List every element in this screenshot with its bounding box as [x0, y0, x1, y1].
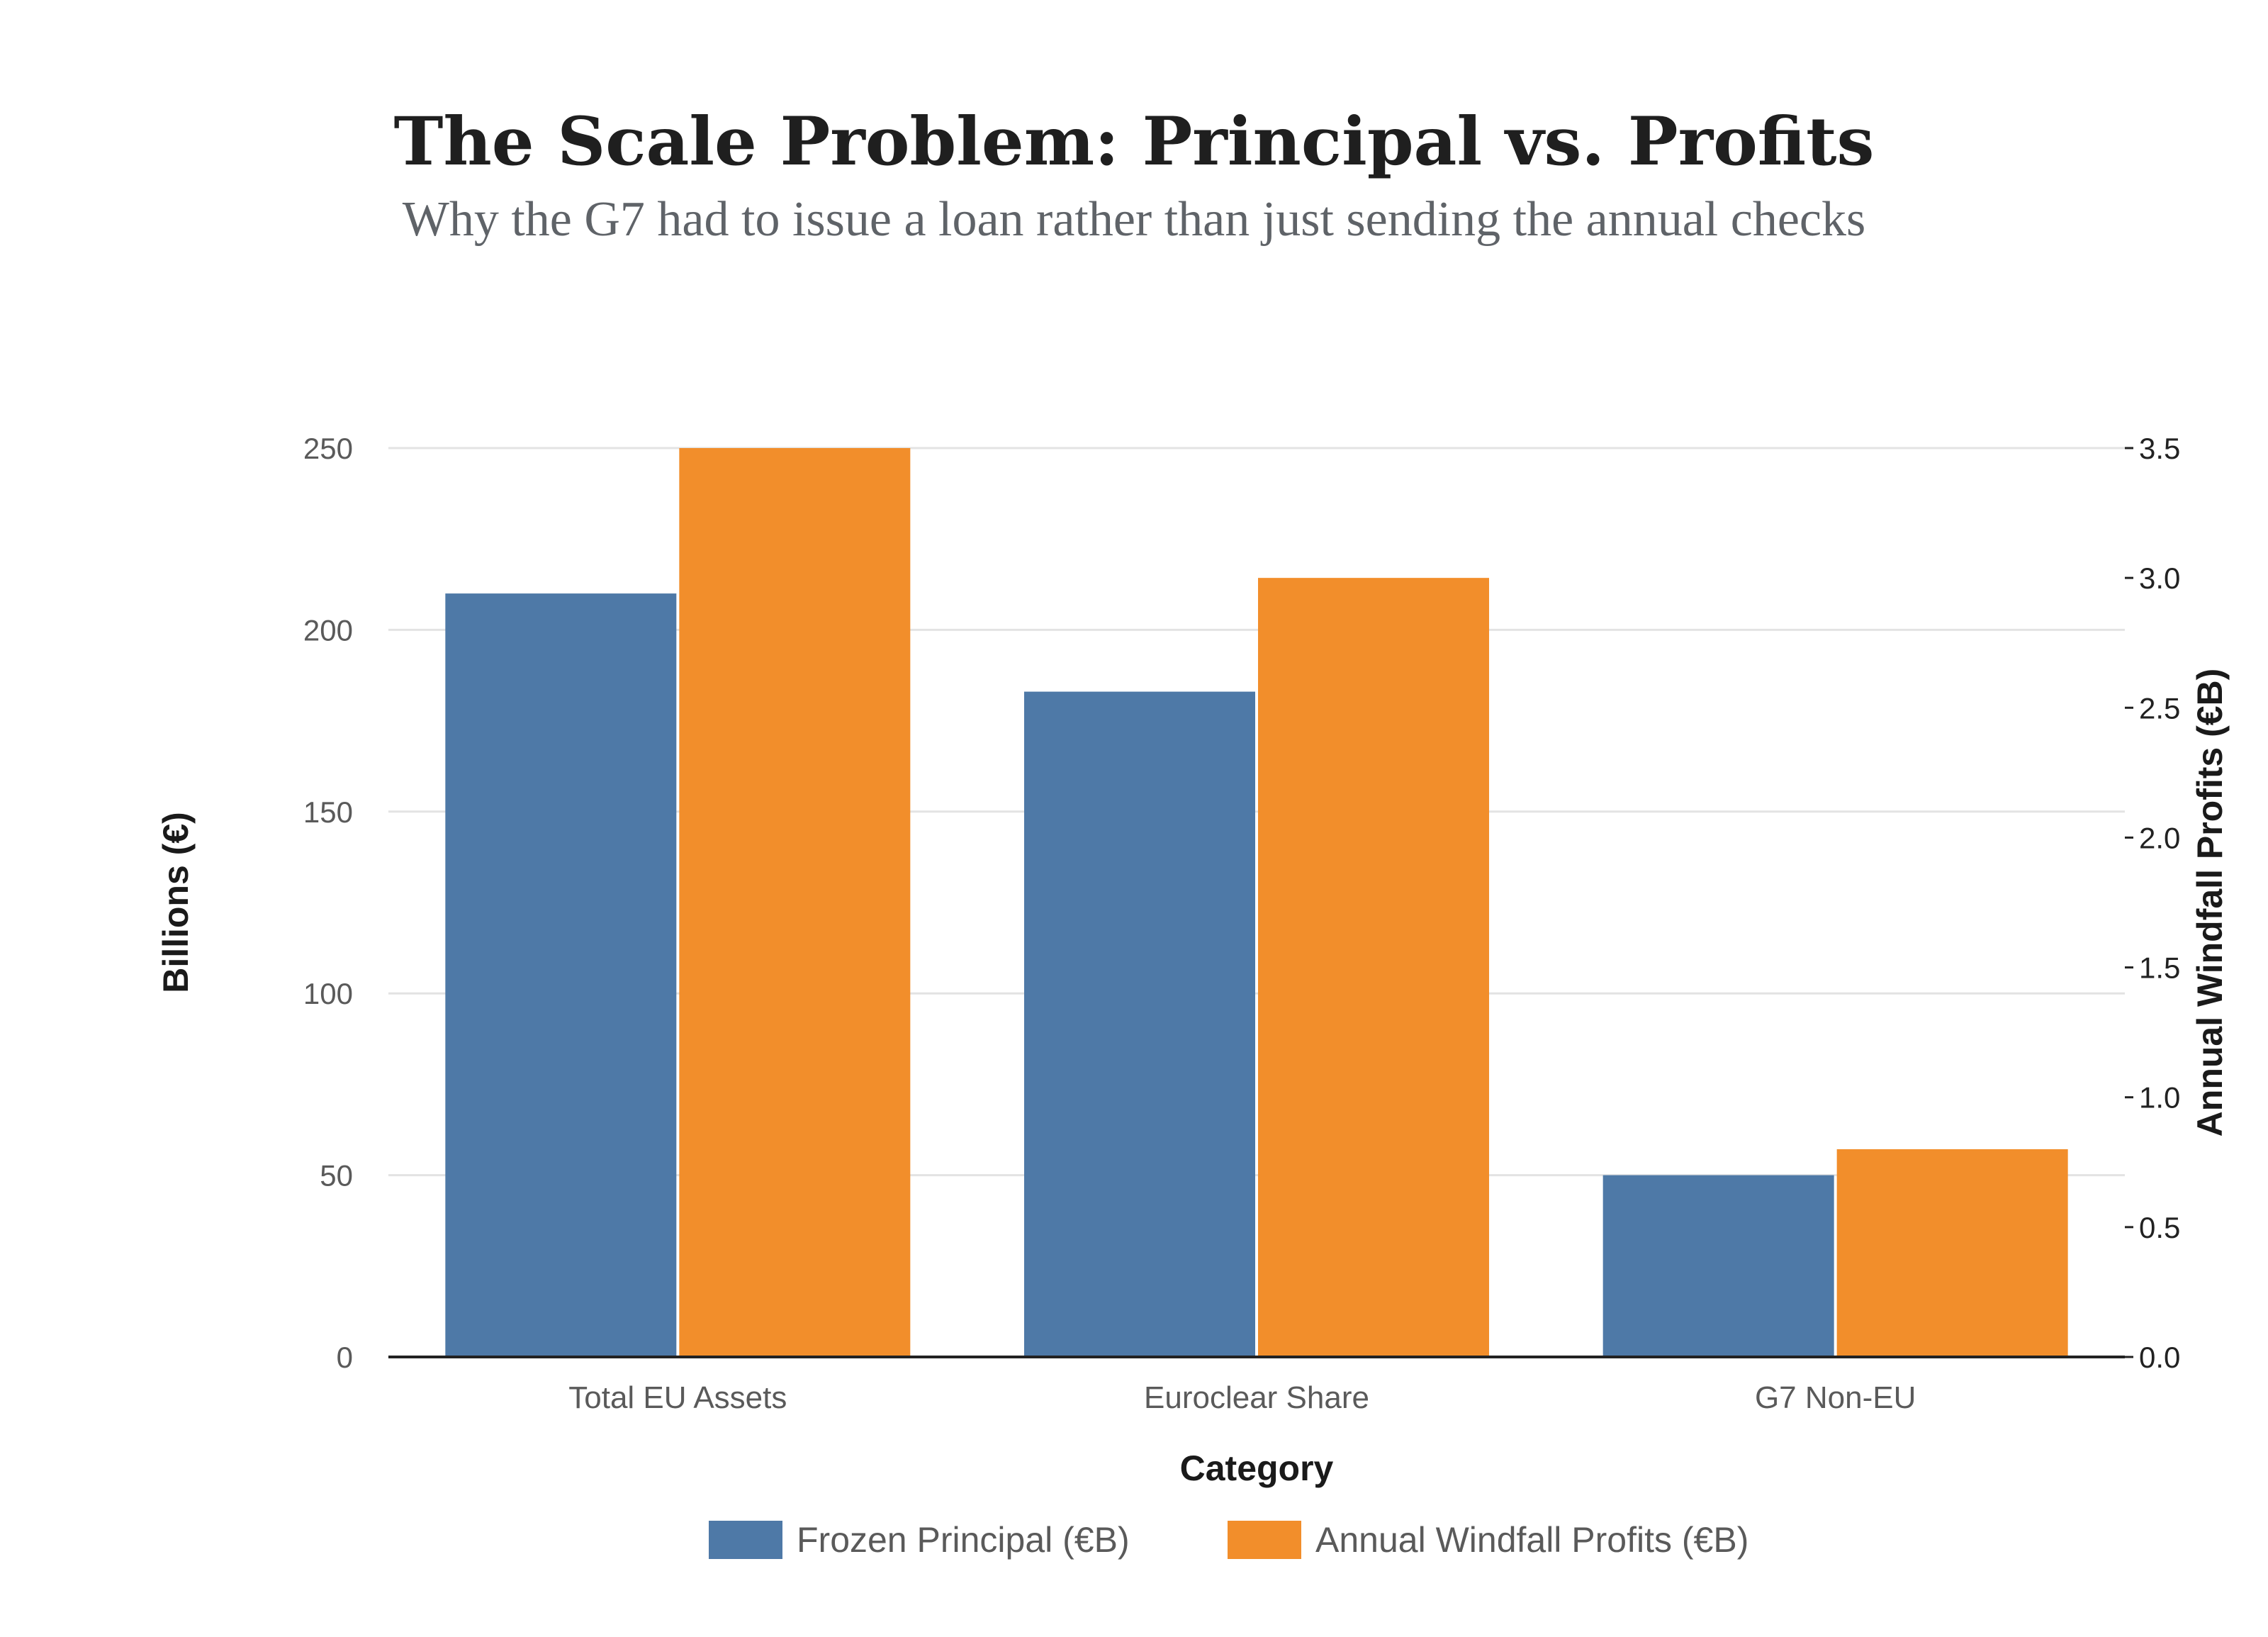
x-tick-label-euroclear-share: Euroclear Share: [1144, 1380, 1369, 1415]
y-right-tick-label: 2.0: [2139, 821, 2180, 854]
y-right-tick-label: 3.0: [2139, 562, 2180, 595]
y-axis-left-title: Billions (€): [156, 812, 196, 993]
y-left-tick-label: 150: [303, 795, 353, 829]
y-right-tick-label: 3.5: [2139, 432, 2180, 465]
chart-title: The Scale Problem: Principal vs. Profits: [394, 103, 1875, 181]
y-left-tick-label: 200: [303, 613, 353, 647]
y-axis-left-ticks: 0 50 100 150 200 250: [303, 432, 353, 1374]
y-left-tick-label: 100: [303, 977, 353, 1010]
y-right-tick-label: 2.5: [2139, 691, 2180, 725]
legend-swatch-frozen-principal: [709, 1521, 782, 1559]
y-right-tick-label: 0.5: [2139, 1211, 2180, 1244]
y-right-tick-label: 1.0: [2139, 1081, 2180, 1114]
bar-annual-windfall-profits-b-total-eu-assets: [679, 448, 911, 1357]
y-right-tick-label: 1.5: [2139, 951, 2180, 985]
legend-label-annual-windfall-profits: Annual Windfall Profits (€B): [1315, 1520, 1748, 1560]
y-left-tick-label: 0: [337, 1341, 353, 1374]
legend: Frozen Principal (€B) Annual Windfall Pr…: [709, 1520, 1748, 1560]
y-axis-right-title: Annual Windfall Profits (€B): [2190, 669, 2230, 1137]
y-left-tick-label: 50: [320, 1159, 353, 1192]
x-tick-label-g7-non-eu: G7 Non-EU: [1755, 1380, 1916, 1415]
legend-label-frozen-principal: Frozen Principal (€B): [797, 1520, 1130, 1560]
y-axis-right-ticks: 0.0 0.5 1.0 1.5 2.0 2.5 3.0 3.5: [2125, 432, 2180, 1374]
y-right-tick-label: 0.0: [2139, 1341, 2180, 1374]
x-axis-title: Category: [1180, 1448, 1334, 1488]
x-tick-label-total-eu-assets: Total EU Assets: [568, 1380, 787, 1415]
bar-frozen-principal-b-g7-non-eu: [1602, 1175, 1834, 1357]
bar-frozen-principal-b-euroclear-share: [1024, 691, 1255, 1357]
bar-frozen-principal-b-total-eu-assets: [445, 593, 677, 1357]
x-axis-ticks: Total EU Assets Euroclear Share G7 Non-EU: [568, 1380, 1916, 1415]
chart-subtitle: Why the G7 had to issue a loan rather th…: [403, 192, 1865, 247]
bar-annual-windfall-profits-b-euroclear-share: [1258, 578, 1489, 1358]
bars: [445, 448, 2068, 1358]
gridlines: [388, 447, 2125, 1177]
y-left-tick-label: 250: [303, 432, 353, 465]
legend-swatch-annual-windfall-profits: [1228, 1521, 1301, 1559]
bar-annual-windfall-profits-b-g7-non-eu: [1836, 1149, 2068, 1357]
